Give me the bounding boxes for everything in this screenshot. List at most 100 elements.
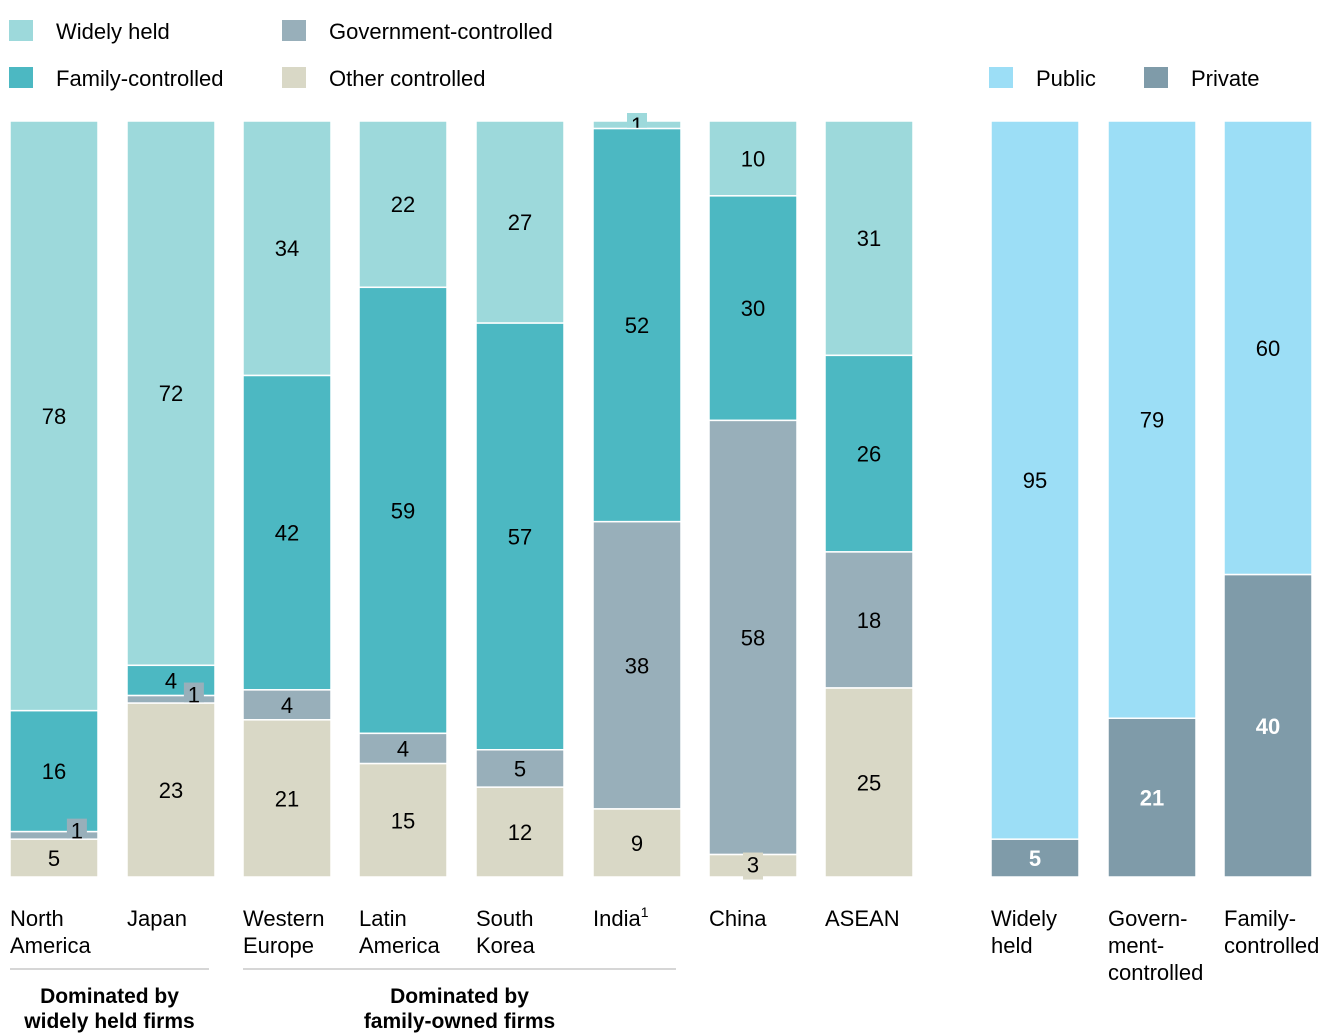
bar-india-other-controlled <box>592 808 682 878</box>
bar-family-controlled-public <box>1223 120 1313 576</box>
bar-south-korea-other-controlled <box>475 786 565 878</box>
legend-label-private: Private <box>1191 66 1259 91</box>
data-label-china-other-controlled: 3 <box>747 853 759 878</box>
legend-label-other-controlled: Other controlled <box>329 66 486 91</box>
data-label-china-widely-held: 10 <box>741 146 765 171</box>
data-label-asean-widely-held: 31 <box>857 226 881 251</box>
category-label-china: China <box>709 906 767 931</box>
group-label-2-line-1: Dominated by <box>390 985 529 1008</box>
category-label-western-europe-line-1: Western <box>243 906 325 931</box>
bar-india-family-controlled <box>592 127 682 523</box>
listing-bars: 95 5 79 21 60 40 <box>990 120 1313 878</box>
bar-north-america-family-controlled <box>9 709 99 833</box>
bar-widely-held-public <box>990 120 1080 840</box>
legend-label-government-controlled: Government-controlled <box>329 19 553 44</box>
data-label-family-controlled-private: 40 <box>1256 714 1280 739</box>
data-label-family-controlled-public: 60 <box>1256 336 1280 361</box>
legend-swatch-other-controlled <box>282 67 306 88</box>
data-label-widely-held-private: 5 <box>1029 846 1041 871</box>
legend-swatch-private <box>1144 67 1168 88</box>
bar-china-family-controlled <box>708 195 798 422</box>
category-label-family-controlled-line-2: controlled <box>1224 933 1319 958</box>
bar-latin-america-government-controlled <box>358 732 448 765</box>
legend-label-public: Public <box>1036 66 1096 91</box>
bar-latin-america-other-controlled <box>358 762 448 878</box>
data-label-government-controlled-private: 21 <box>1140 786 1164 811</box>
ownership-bars: 7816157241233442421225941527575121523891… <box>9 113 914 880</box>
category-label-japan: Japan <box>127 906 187 931</box>
category-label-south-korea-line-1: South <box>476 906 534 931</box>
data-label-latin-america-widely-held: 22 <box>391 192 415 217</box>
data-label-north-america-government-controlled: 1 <box>71 819 83 844</box>
bar-government-controlled-private <box>1107 717 1197 878</box>
bar-widely-held-private <box>990 838 1080 878</box>
bar-china-widely-held <box>708 120 798 197</box>
bar-western-europe-other-controlled <box>242 719 332 878</box>
bar-family-controlled-private <box>1223 573 1313 878</box>
data-label-japan-family-controlled: 4 <box>165 668 177 693</box>
data-label-north-america-other-controlled: 5 <box>48 846 60 871</box>
bar-latin-america-family-controlled <box>358 286 448 735</box>
data-label-north-america-family-controlled: 16 <box>42 759 66 784</box>
data-label-india-family-controlled: 52 <box>625 313 649 338</box>
data-label-japan-government-controlled: 1 <box>188 683 200 708</box>
category-label-widely-held-line-2: held <box>991 933 1033 958</box>
data-label-latin-america-government-controlled: 4 <box>397 736 409 761</box>
data-label-widely-held-public: 95 <box>1023 468 1047 493</box>
bar-asean-family-controlled <box>824 354 914 553</box>
data-label-badge-china-other-controlled <box>743 852 763 880</box>
data-label-asean-government-controlled: 18 <box>857 608 881 633</box>
legend-swatch-family-controlled <box>9 67 33 88</box>
bar-south-korea-family-controlled <box>475 322 565 751</box>
data-label-western-europe-government-controlled: 4 <box>281 693 293 718</box>
group-label-1-line-2: widely held firms <box>23 1010 194 1033</box>
bar-asean-other-controlled <box>824 687 914 878</box>
category-label-government-controlled-line-3: controlled <box>1108 960 1203 985</box>
legend-listing: Public Private <box>989 66 1259 91</box>
legend-swatch-government-controlled <box>282 20 306 41</box>
category-label-government-controlled-line-2: ment- <box>1108 933 1164 958</box>
bar-japan-other-controlled <box>126 702 216 878</box>
bar-latin-america-widely-held <box>358 120 448 289</box>
category-label-government-controlled-line-1: Govern- <box>1108 906 1187 931</box>
category-label-western-europe-line-2: Europe <box>243 933 314 958</box>
data-label-latin-america-family-controlled: 59 <box>391 498 415 523</box>
data-label-north-america-widely-held: 78 <box>42 404 66 429</box>
bar-western-europe-government-controlled <box>242 689 332 721</box>
bar-china-government-controlled <box>708 419 798 856</box>
data-label-asean-other-controlled: 25 <box>857 771 881 796</box>
bar-government-controlled-public <box>1107 120 1197 719</box>
legend-ownership: Widely held Government-controlled Family… <box>9 19 553 91</box>
legend-label-widely-held: Widely held <box>56 19 170 44</box>
bar-north-america-other-controlled <box>9 838 99 878</box>
bar-asean-government-controlled <box>824 551 914 689</box>
bar-south-korea-widely-held <box>475 120 565 324</box>
data-label-india-government-controlled: 38 <box>625 653 649 678</box>
group-label-1-line-1: Dominated by <box>40 985 179 1008</box>
bar-north-america-widely-held <box>9 120 99 712</box>
legend-swatch-widely-held <box>9 20 33 41</box>
category-label-widely-held-line-1: Widely <box>991 906 1057 931</box>
bar-western-europe-family-controlled <box>242 374 332 691</box>
legend-label-family-controlled: Family-controlled <box>56 66 224 91</box>
category-label-latin-america-line-1: Latin <box>359 906 407 931</box>
category-label-family-controlled-line-1: Family- <box>1224 906 1296 931</box>
data-label-western-europe-family-controlled: 42 <box>275 521 299 546</box>
bar-india-government-controlled <box>592 520 682 810</box>
data-label-china-government-controlled: 58 <box>741 625 765 650</box>
category-label-north-america-line-1: North <box>10 906 64 931</box>
data-label-government-controlled-public: 79 <box>1140 408 1164 433</box>
legend-swatch-public <box>989 67 1013 88</box>
data-label-south-korea-other-controlled: 12 <box>508 820 532 845</box>
data-label-japan-widely-held: 72 <box>159 381 183 406</box>
data-label-south-korea-government-controlled: 5 <box>514 756 526 781</box>
category-label-india: India1 <box>593 904 649 931</box>
data-label-japan-other-controlled: 23 <box>159 778 183 803</box>
footnote-marker: 1 <box>641 904 649 920</box>
bar-japan-widely-held <box>126 120 216 667</box>
category-label-north-america-line-2: America <box>10 933 91 958</box>
listing-category-labels: WidelyheldGovern-ment-controlledFamily-c… <box>991 906 1319 985</box>
